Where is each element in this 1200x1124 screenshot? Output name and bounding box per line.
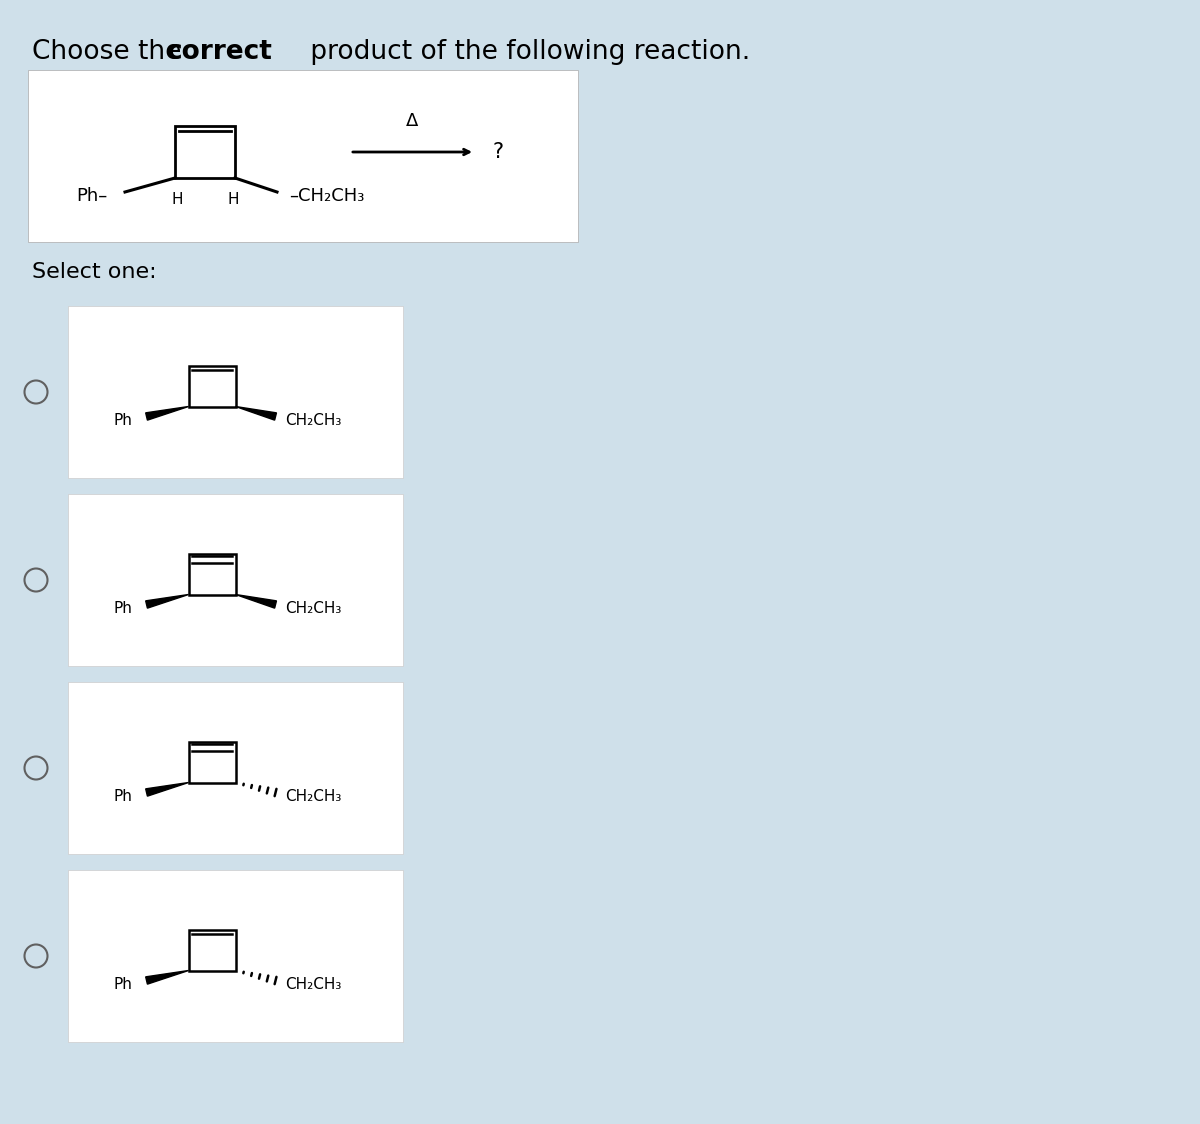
Polygon shape — [145, 782, 188, 796]
Polygon shape — [235, 595, 276, 608]
Text: Ph: Ph — [114, 601, 132, 616]
Text: correct: correct — [167, 39, 272, 65]
Text: H: H — [227, 192, 239, 207]
Polygon shape — [145, 595, 188, 608]
Polygon shape — [145, 407, 188, 420]
Text: product of the following reaction.: product of the following reaction. — [302, 39, 751, 65]
Text: CH₂CH₃: CH₂CH₃ — [286, 789, 342, 804]
FancyBboxPatch shape — [68, 870, 403, 1042]
Text: Select one:: Select one: — [32, 262, 157, 282]
Text: Ph: Ph — [114, 789, 132, 804]
Text: Ph: Ph — [114, 413, 132, 428]
Text: H: H — [172, 192, 182, 207]
Text: CH₂CH₃: CH₂CH₃ — [286, 977, 342, 992]
FancyBboxPatch shape — [28, 70, 578, 242]
Text: Δ: Δ — [407, 112, 419, 130]
Text: Choose the: Choose the — [32, 39, 190, 65]
Text: ?: ? — [493, 142, 504, 162]
Polygon shape — [235, 407, 276, 420]
FancyBboxPatch shape — [68, 682, 403, 854]
FancyBboxPatch shape — [68, 306, 403, 478]
Text: –CH₂CH₃: –CH₂CH₃ — [289, 187, 365, 205]
FancyBboxPatch shape — [68, 495, 403, 667]
Text: CH₂CH₃: CH₂CH₃ — [286, 413, 342, 428]
Text: Ph–: Ph– — [77, 187, 108, 205]
Text: Ph: Ph — [114, 977, 132, 992]
Polygon shape — [145, 970, 188, 985]
Text: CH₂CH₃: CH₂CH₃ — [286, 601, 342, 616]
